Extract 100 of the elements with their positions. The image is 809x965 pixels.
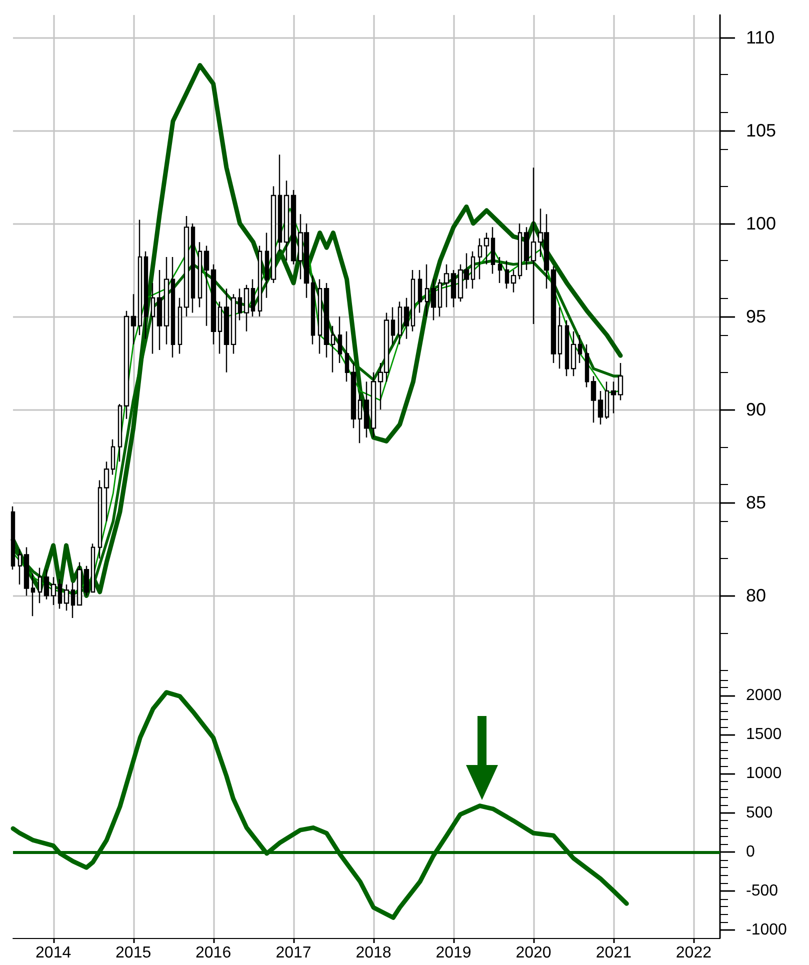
y-tick-label: 2000 — [746, 686, 782, 704]
candlestick — [424, 264, 430, 318]
x-tick-label: 2022 — [676, 944, 712, 962]
candlestick — [70, 582, 76, 619]
candlestick — [478, 238, 482, 280]
candlestick — [10, 506, 16, 570]
y-tick-label: 105 — [746, 120, 776, 140]
x-tick-label: 2017 — [276, 944, 312, 962]
candlestick — [564, 320, 570, 377]
candlestick — [58, 578, 62, 610]
candlestick — [104, 461, 110, 522]
candlestick — [150, 282, 156, 354]
candlestick — [590, 375, 596, 424]
candlestick — [210, 264, 216, 346]
candlestick — [390, 306, 396, 346]
candlestick — [76, 562, 82, 606]
candlestick — [90, 542, 96, 593]
candlestick — [484, 232, 490, 265]
candlestick — [410, 269, 416, 332]
candlestick — [50, 576, 56, 606]
candlestick — [224, 288, 230, 373]
candlestick — [44, 569, 50, 600]
candlestick — [570, 330, 576, 377]
candlestick — [230, 294, 236, 354]
candlestick — [30, 572, 36, 617]
candlestick — [184, 215, 190, 318]
candlestick — [610, 381, 616, 414]
candlestick — [338, 316, 342, 364]
candlestick — [330, 325, 336, 373]
candlestick — [558, 306, 562, 370]
candlestick — [24, 546, 30, 596]
candlestick — [550, 266, 556, 364]
candlestick — [238, 288, 242, 321]
candlestick — [604, 381, 610, 420]
candlestick — [270, 186, 276, 284]
candlestick — [344, 330, 350, 382]
candlestick — [350, 362, 356, 429]
y-tick-label: 1000 — [746, 765, 782, 782]
candlestick — [218, 301, 222, 354]
candlestick — [118, 403, 122, 462]
candlestick — [190, 222, 196, 314]
candlestick — [110, 438, 116, 476]
candlestick — [404, 297, 410, 340]
candlestick — [264, 232, 270, 298]
candlestick — [470, 250, 476, 290]
y-tick-label: -500 — [746, 882, 778, 900]
y-tick-label: 500 — [746, 804, 773, 822]
y-tick-label: 80 — [746, 586, 766, 606]
candlestick — [370, 372, 376, 438]
candlestick — [510, 269, 516, 293]
candlestick — [450, 269, 456, 308]
candlestick — [124, 310, 130, 420]
candlestick — [178, 297, 182, 354]
candlestick — [444, 264, 450, 308]
candlestick — [250, 278, 256, 318]
candlestick — [504, 260, 510, 290]
candlestick — [490, 226, 496, 274]
y-tick-label: 110 — [746, 27, 775, 48]
x-tick-label: 2019 — [436, 944, 472, 962]
candlestick — [584, 344, 590, 388]
candlestick — [164, 256, 170, 346]
candlestick — [198, 241, 202, 308]
candlestick — [398, 301, 402, 346]
candlestick — [130, 294, 136, 346]
candlestick — [138, 219, 142, 336]
x-tick-label: 2014 — [36, 944, 72, 962]
candlestick — [318, 278, 322, 354]
candlestick — [244, 284, 250, 332]
candlestick — [204, 245, 210, 326]
y-tick-label: 90 — [746, 400, 766, 420]
x-tick-label: 2021 — [596, 944, 632, 962]
candlestick — [38, 567, 42, 604]
candlestick — [518, 222, 522, 280]
candlestick — [144, 250, 148, 340]
candlestick — [324, 282, 330, 358]
candlestick — [498, 256, 502, 284]
x-tick-label: 2018 — [356, 944, 392, 962]
candlestick — [284, 180, 290, 262]
candlestick — [290, 189, 296, 265]
candlestick — [364, 381, 370, 438]
x-tick-label: 2015 — [116, 944, 152, 962]
y-tick-label: 1500 — [746, 726, 782, 744]
candlestick — [618, 362, 624, 401]
candlestick — [18, 548, 22, 586]
y-tick-label: 95 — [746, 306, 766, 327]
x-tick-label: 2020 — [516, 944, 552, 962]
candlestick — [438, 278, 442, 318]
candlestick — [84, 565, 90, 596]
candlestick — [98, 480, 102, 560]
candlestick — [156, 269, 162, 351]
candlestick — [598, 390, 604, 426]
candlestick — [578, 334, 582, 364]
candlestick — [358, 394, 362, 444]
candlestick — [430, 278, 436, 321]
candlestick — [524, 226, 530, 271]
candlestick — [64, 584, 70, 612]
candlestick — [278, 154, 282, 252]
y-tick-label: 85 — [746, 492, 766, 513]
y-tick-label: -1000 — [746, 922, 788, 939]
candlestick — [170, 256, 176, 358]
